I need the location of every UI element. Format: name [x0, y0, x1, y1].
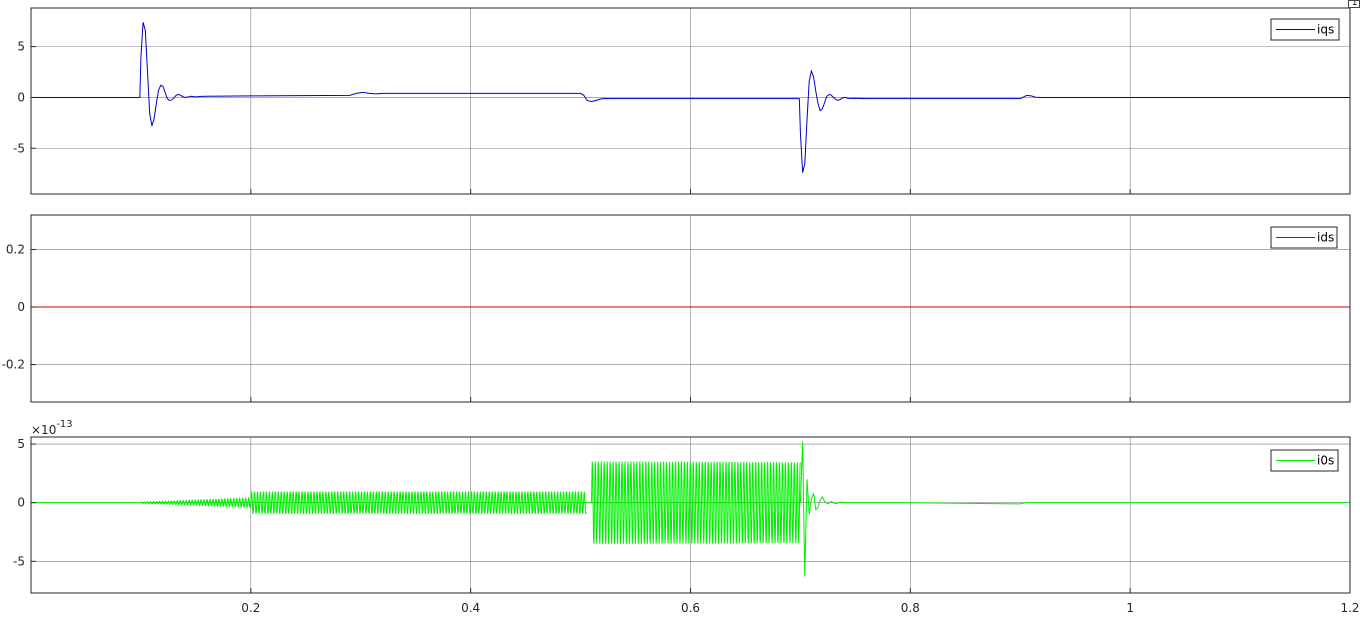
x-tick-label: 0.6: [681, 601, 700, 615]
series-line-i0s: [31, 441, 1350, 577]
y-tick-label: 0.2: [6, 243, 25, 257]
legend-i0s[interactable]: i0s: [1270, 449, 1339, 472]
y-tick-label: -5: [13, 141, 25, 155]
series-line-iqs: [31, 22, 1350, 173]
ids-panel: 0.2 0 -0.2 ids: [2, 214, 1351, 403]
x-tick-label: 0.4: [461, 601, 480, 615]
series-group: [31, 441, 1350, 577]
legend-iqs[interactable]: iqs: [1270, 18, 1340, 41]
x-tick-label: 0.8: [901, 601, 920, 615]
restore-axes-icon: ↥: [1351, 0, 1359, 8]
x-tick-label: 1: [1126, 601, 1134, 615]
series-group: [31, 22, 1350, 173]
y-tick-label: 5: [17, 437, 25, 451]
y-tick-label: -5: [13, 554, 25, 568]
y-tick-label: 5: [17, 40, 25, 54]
series-ripple-i0s-0: [140, 496, 252, 509]
legend-label-i0s: i0s: [1317, 454, 1334, 468]
series-ripple-i0s-2: [591, 461, 801, 544]
y-tick-label: 0: [17, 300, 25, 314]
y-tick-label: 0: [17, 90, 25, 104]
series-ripple-i0s-1: [250, 491, 587, 514]
restore-axes-button[interactable]: ↥: [1348, 0, 1360, 8]
y-tick-label: -0.2: [2, 358, 25, 372]
legend-label-ids: ids: [1317, 231, 1334, 245]
legend-label-iqs: iqs: [1317, 23, 1334, 37]
legend-ids[interactable]: ids: [1270, 226, 1338, 249]
x-tick-label: 1.2: [1340, 601, 1359, 615]
y-exponent-label: ×10-13: [31, 419, 73, 437]
y-tick-label: 0: [17, 496, 25, 510]
y-exponent-power: -13: [56, 419, 72, 430]
x-tick-label: 0.2: [241, 601, 260, 615]
i0s-panel: 5 0 -5 0.2 0.4 0.6 0.8 1 1.2 ×10-13 i0s: [13, 419, 1360, 615]
iqs-panel: 5 0 -5 iqs: [13, 7, 1351, 195]
